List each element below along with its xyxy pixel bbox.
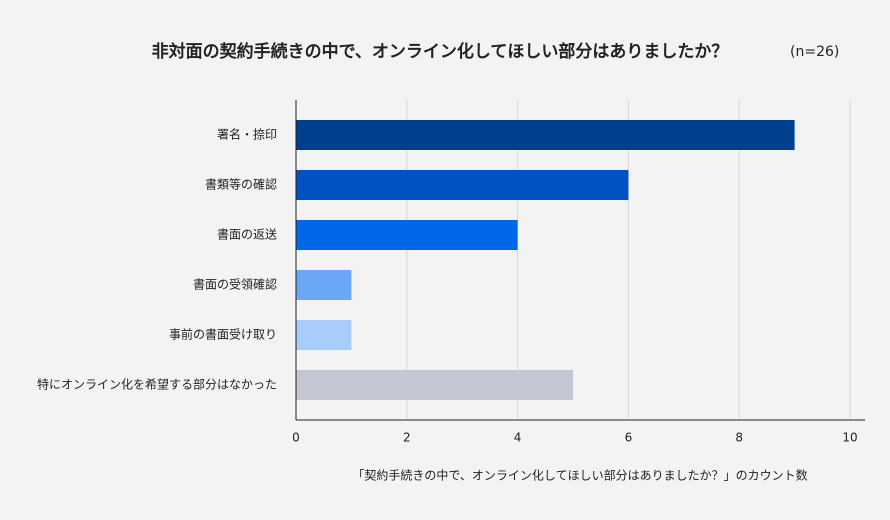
x-tick-label: 8 <box>735 431 743 445</box>
x-axis-label: 「契約手続きの中で、オンライン化してほしい部分はありましたか？」のカウント数 <box>352 468 807 483</box>
y-tick-label: 署名・捺印 <box>217 127 277 142</box>
bar <box>296 120 795 150</box>
y-tick-label: 事前の書面受け取り <box>169 327 277 342</box>
y-tick-label: 書面の受領確認 <box>193 277 277 292</box>
bar <box>296 320 352 350</box>
bar <box>296 220 518 250</box>
bar <box>296 170 629 200</box>
chart-title: 非対面の契約手続きの中で、オンライン化してほしい部分はありましたか？ <box>152 41 729 62</box>
bar <box>296 370 573 400</box>
x-tick-label: 2 <box>403 431 411 445</box>
x-tick-label: 6 <box>625 431 633 445</box>
y-tick-label: 書類等の確認 <box>205 177 277 192</box>
bar <box>296 270 352 300</box>
y-tick-label: 特にオンライン化を希望する部分はなかった <box>37 377 277 392</box>
x-tick-label: 0 <box>292 431 300 445</box>
x-tick-label: 4 <box>514 431 522 445</box>
y-tick-label: 書面の返送 <box>217 227 277 242</box>
x-tick-label: 10 <box>842 431 857 445</box>
chart-subtitle: (n=26) <box>790 44 839 60</box>
